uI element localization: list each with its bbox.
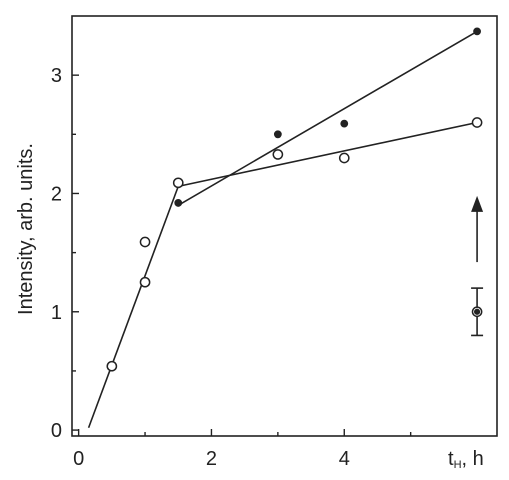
reference-point-dot xyxy=(473,308,481,315)
filled-circle-point xyxy=(273,130,282,139)
y-axis-label: Intensity, arb. units. xyxy=(15,143,37,315)
open-circle-point xyxy=(338,152,350,164)
x-axis-label-unit: , h xyxy=(462,448,484,470)
fit-line xyxy=(177,30,478,206)
annotations xyxy=(471,195,484,337)
arrow-head xyxy=(471,195,484,212)
fit-line xyxy=(87,186,179,428)
y-tick-label: 3 xyxy=(51,65,62,87)
fit-lines xyxy=(87,30,478,428)
open-circle-point xyxy=(272,149,284,160)
open-circle-point xyxy=(172,177,184,189)
x-axis-label-main: t xyxy=(448,448,454,470)
x-tick-label: 2 xyxy=(206,448,217,470)
filled-circle-point xyxy=(174,199,183,207)
x-axis-label: tH, h xyxy=(448,448,484,471)
y-tick-label: 2 xyxy=(51,183,62,205)
open-circle-point xyxy=(106,360,118,372)
y-tick-label: 0 xyxy=(51,420,62,442)
x-tick-label: 0 xyxy=(73,448,84,470)
filled-circle-point xyxy=(340,119,349,128)
x-tick-label: 4 xyxy=(339,448,350,470)
filled-circle-point xyxy=(473,27,481,36)
x-axis-label-sub: H xyxy=(454,459,462,471)
data-points xyxy=(106,27,483,372)
y-tick-label: 1 xyxy=(51,302,62,324)
open-circle-point xyxy=(139,236,151,248)
open-circle-point xyxy=(139,276,151,288)
fit-line xyxy=(178,121,478,188)
open-circle-point xyxy=(471,117,483,128)
plot-frame xyxy=(71,15,498,437)
axes: 0 2 4 0 1 2 3 xyxy=(51,15,498,470)
